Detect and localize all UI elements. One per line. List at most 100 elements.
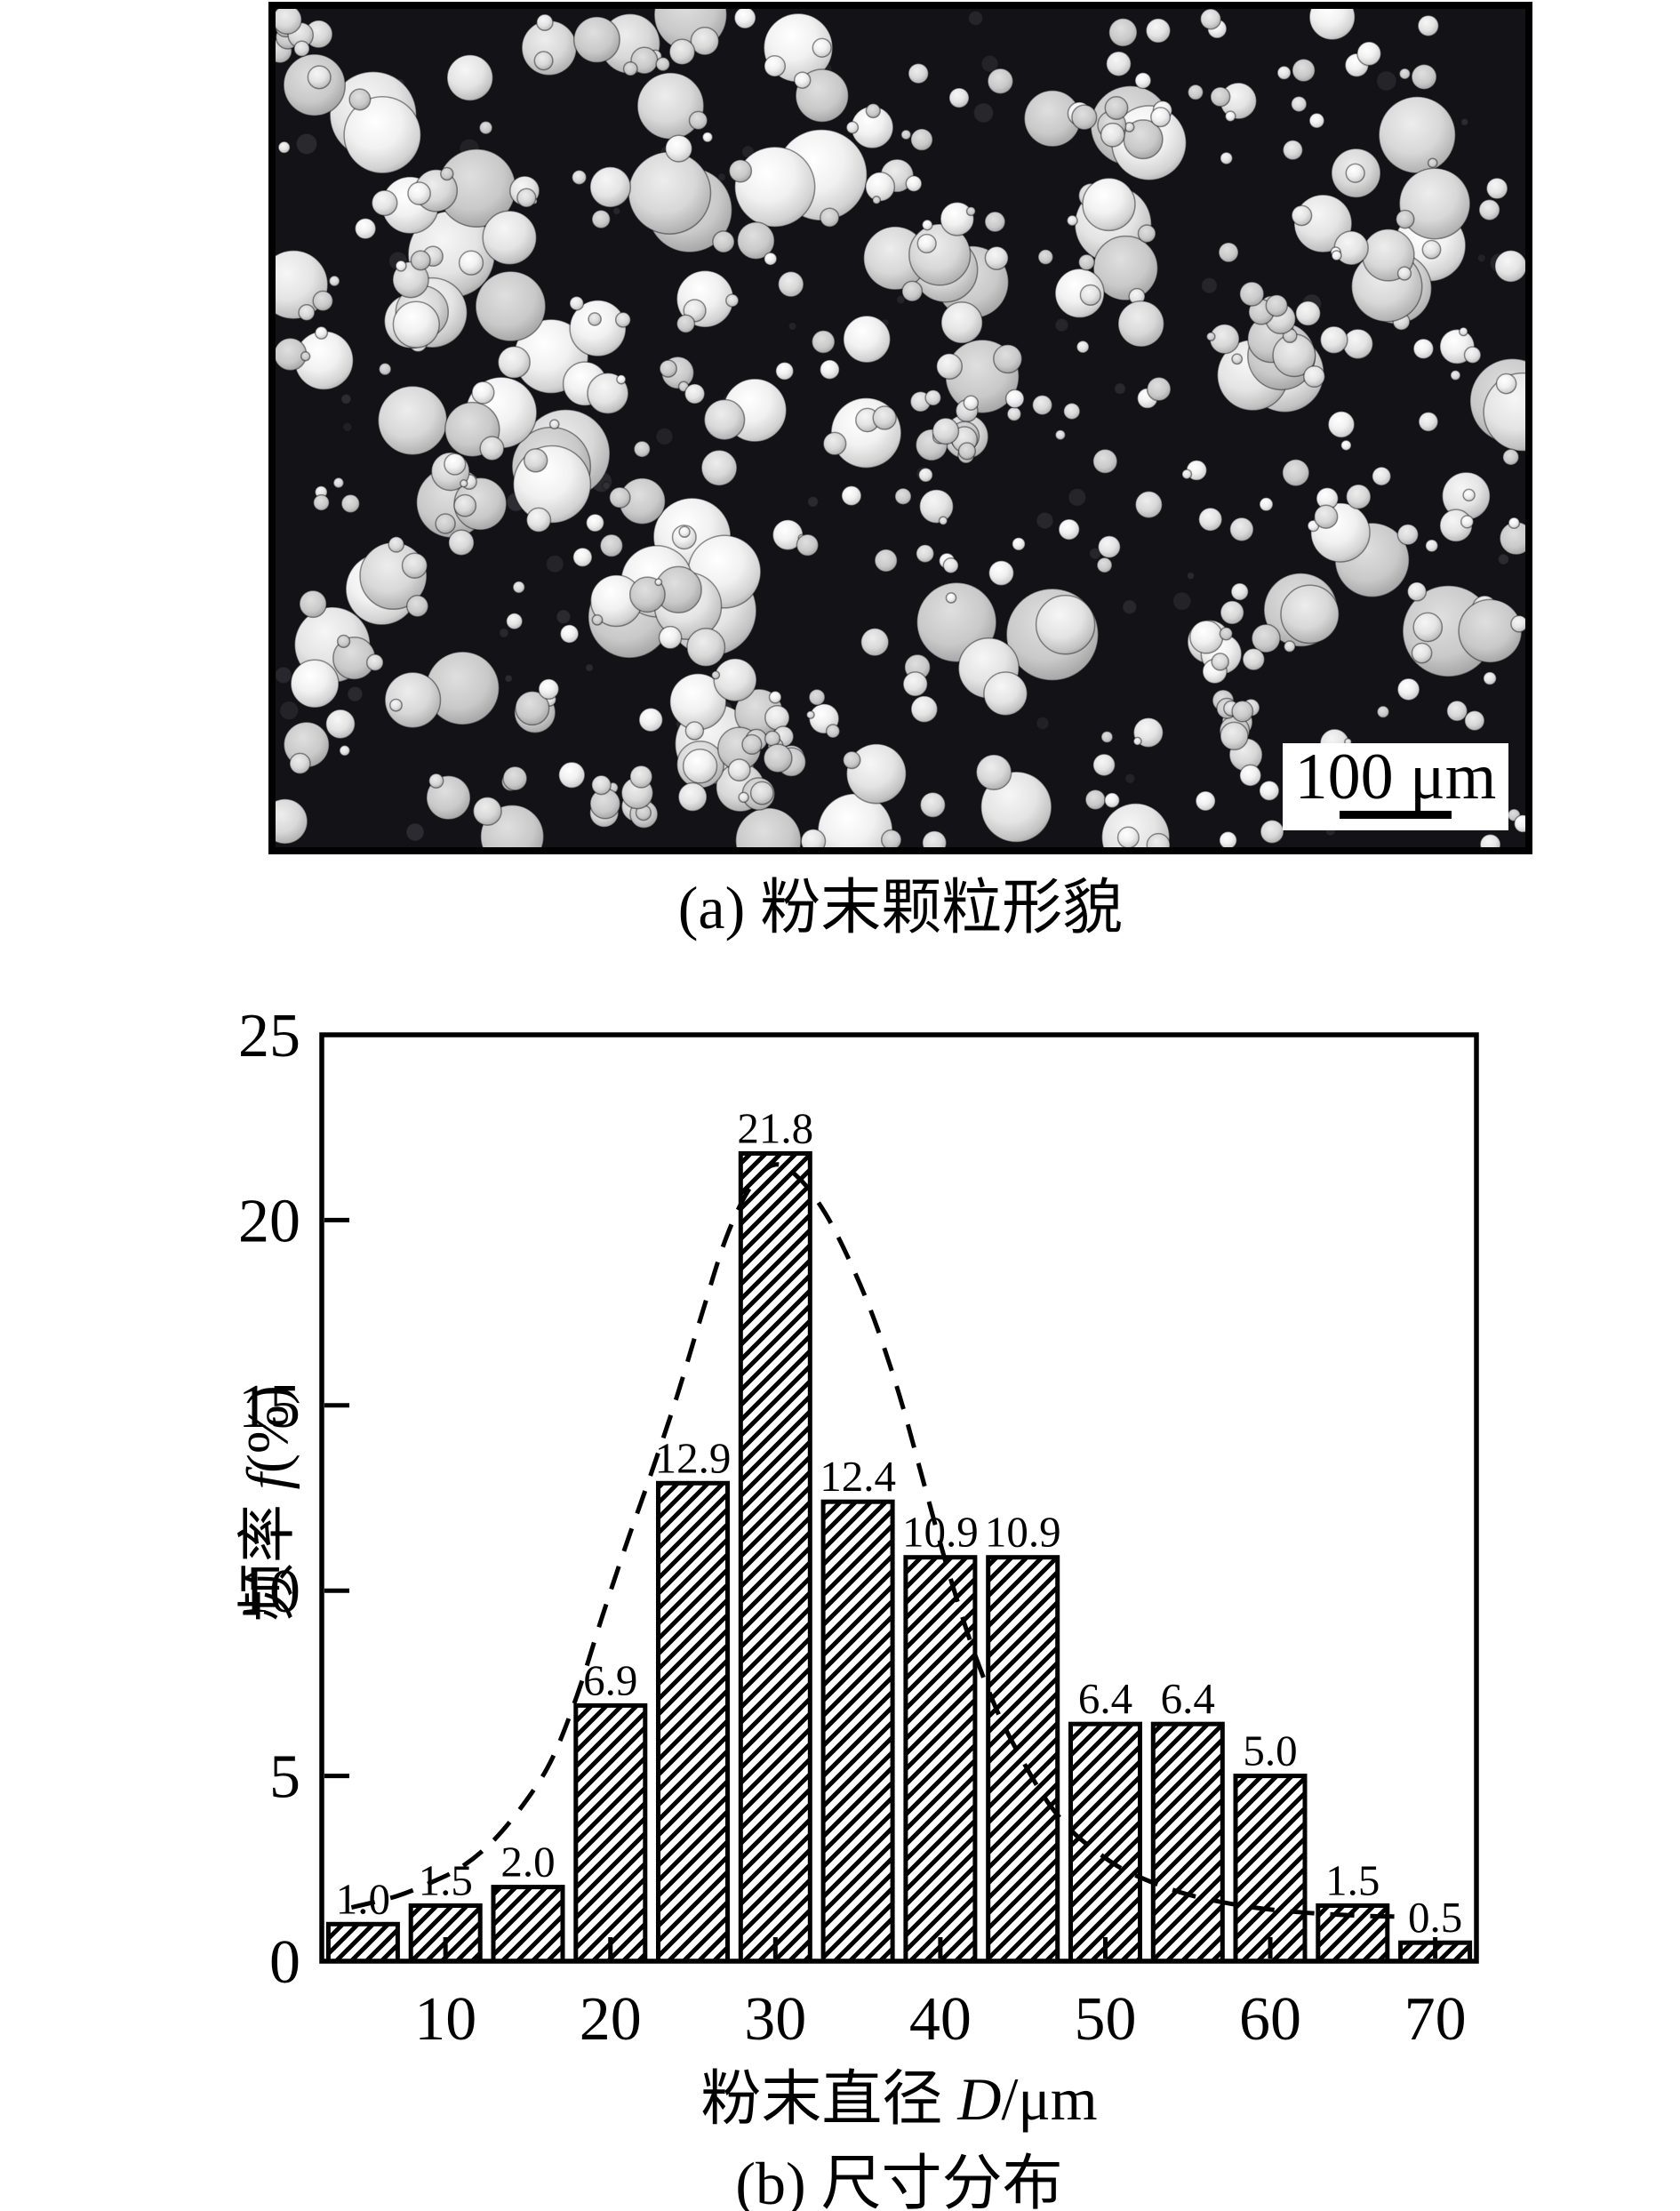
powder-particle (371, 189, 398, 217)
powder-particle (872, 405, 897, 430)
background-particle (545, 554, 564, 573)
powder-particle (812, 37, 832, 58)
powder-particle (453, 477, 508, 531)
powder-particle (1495, 373, 1517, 395)
powder-particle (725, 293, 740, 308)
powder-particle (588, 312, 602, 326)
histogram-bar (656, 1480, 730, 1964)
powder-particle (684, 383, 706, 405)
powder-particle (1412, 612, 1444, 643)
powder-particle (401, 552, 428, 579)
bar-value-label: 0.5 (1408, 1893, 1462, 1942)
bar-value-label: 1.5 (1325, 1856, 1380, 1905)
powder-particle (298, 303, 316, 322)
powder-particle (1282, 140, 1304, 161)
powder-particle (525, 507, 552, 533)
powder-particle (1513, 814, 1525, 833)
powder-particle (1076, 340, 1090, 354)
powder-particle (910, 128, 933, 152)
powder-particle (1224, 110, 1236, 123)
powder-particle (1345, 484, 1372, 510)
powder-particle (435, 513, 456, 534)
powder-particle (690, 26, 720, 56)
powder-particle (703, 398, 746, 441)
powder-particle (1313, 504, 1339, 529)
bar-value-label: 2.0 (500, 1838, 555, 1887)
histogram-bar (325, 1921, 400, 1964)
powder-particle (515, 690, 550, 726)
powder-particle (1265, 293, 1289, 317)
bar-value-label: 1.5 (419, 1856, 473, 1905)
powder-particle (1425, 539, 1439, 553)
powder-particle (1396, 266, 1412, 281)
powder-particle (948, 87, 970, 108)
caption-panel-a: (a) 粉末颗粒形貌 (677, 874, 1124, 941)
background-particle (655, 427, 674, 446)
powder-particle (332, 477, 345, 489)
powder-particle (984, 245, 1009, 270)
sem-micrograph-panel: 100 μm (268, 2, 1532, 854)
powder-particle (293, 40, 310, 58)
powder-particle (1035, 595, 1096, 655)
powder-particle (1097, 534, 1122, 559)
powder-particle (805, 709, 815, 720)
powder-particle (1210, 86, 1231, 108)
powder-particle (1395, 209, 1415, 229)
powder-particle (880, 829, 902, 847)
background-particle (612, 206, 621, 216)
powder-particle (1123, 119, 1164, 160)
background-particle (1036, 716, 1050, 731)
powder-particle (684, 721, 705, 741)
powder-particle (800, 828, 827, 847)
bar-value-label: 6.9 (583, 1655, 637, 1704)
powder-particle (940, 201, 975, 236)
powder-particle (682, 749, 718, 784)
powder-particle (733, 9, 756, 29)
powder-particle (1108, 18, 1138, 47)
powder-particle (471, 381, 495, 405)
powder-particle (314, 325, 329, 340)
powder-particle (975, 754, 1012, 791)
powder-particle (388, 536, 405, 553)
powder-particle (1421, 239, 1442, 260)
powder-particle (712, 230, 735, 253)
powder-particle (700, 449, 738, 486)
background-particle (1497, 553, 1510, 565)
powder-particle (1510, 614, 1525, 633)
powder-particle (405, 595, 429, 618)
powder-particle (983, 671, 1028, 717)
powder-particle (938, 516, 948, 526)
background-particle (972, 102, 995, 124)
background-particle (1068, 487, 1087, 508)
x-tick-label: 50 (1075, 1985, 1137, 2054)
powder-particle (1508, 517, 1521, 530)
powder-particle (1463, 346, 1482, 364)
x-tick-label: 30 (744, 1985, 806, 2054)
powder-particle (865, 172, 896, 203)
background-particle (556, 609, 572, 625)
powder-particle (1150, 107, 1172, 128)
powder-particle (1308, 112, 1325, 129)
powder-particle (1376, 705, 1390, 719)
powder-particle (741, 733, 763, 756)
powder-particle (1327, 411, 1356, 438)
powder-particle (793, 71, 812, 89)
size-distribution-chart: 1.0 1.5 2.06.912.921.812.410.9 10.96.4 6.45.… (238, 1002, 1479, 2054)
powder-particle (901, 280, 924, 302)
powder-particle (918, 488, 955, 525)
powder-particle (993, 343, 1023, 374)
bar-value-label: 12.9 (655, 1433, 732, 1482)
powder-particle (942, 557, 959, 574)
powder-particle (688, 110, 708, 131)
powder-particle (497, 345, 531, 380)
x-tick-label: 20 (580, 1985, 642, 2054)
powder-particle (1478, 198, 1500, 221)
powder-particle (392, 300, 440, 348)
powder-particle (1446, 700, 1468, 722)
background-particle (1122, 599, 1138, 615)
powder-particle (654, 578, 663, 587)
powder-particle (1092, 753, 1116, 777)
bar-value-label: 10.9 (902, 1508, 979, 1557)
powder-particle (701, 131, 714, 143)
powder-particle (299, 589, 327, 619)
